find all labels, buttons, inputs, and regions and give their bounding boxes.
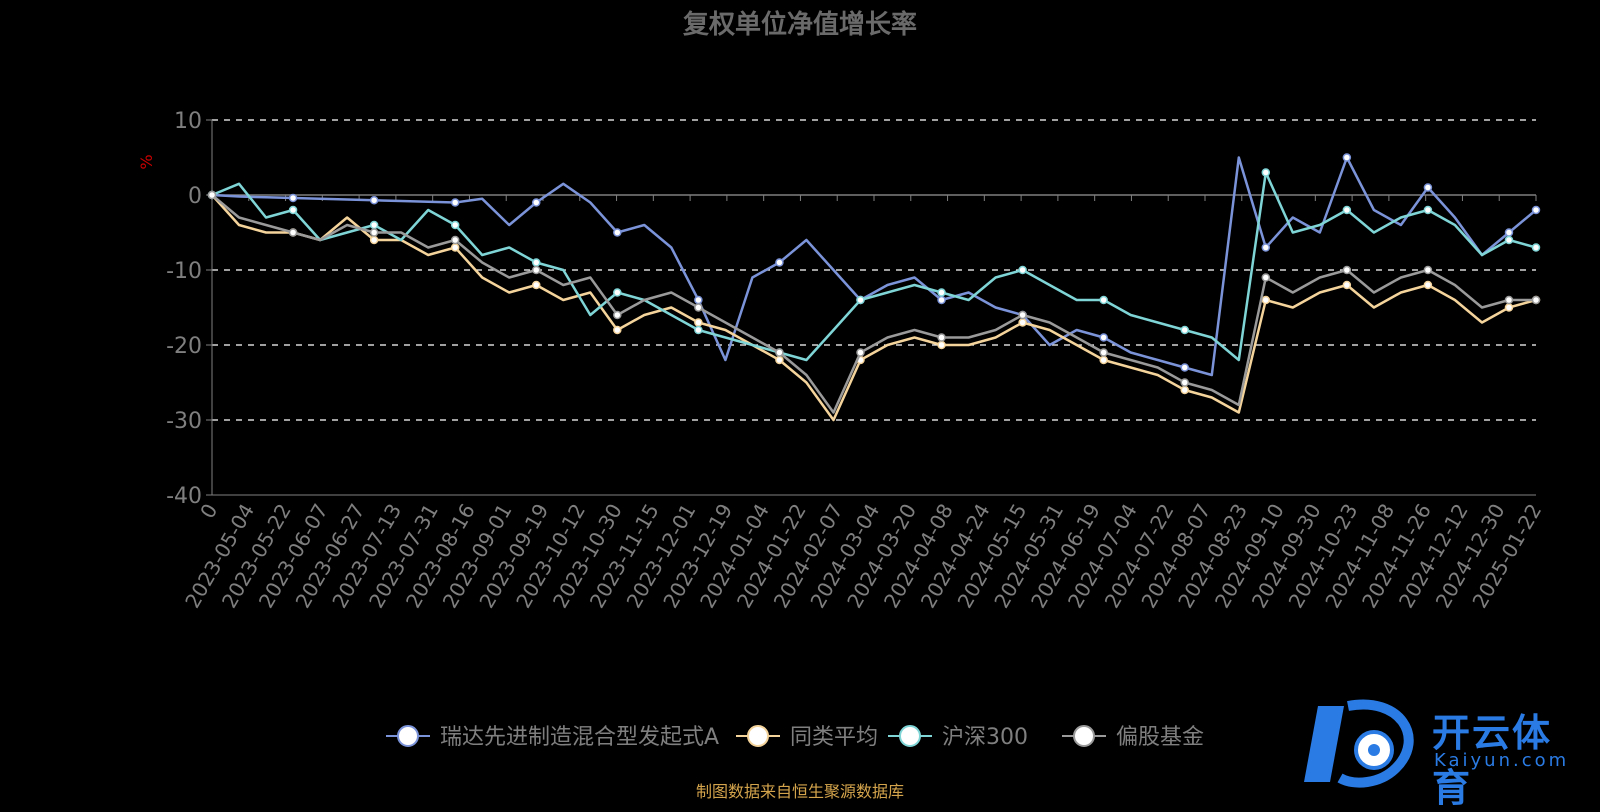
kaiyun-logo: 开云体育 Kaiyun.com <box>1300 698 1590 810</box>
legend-label: 偏股基金 <box>1116 725 1204 750</box>
series-point-2 <box>1018 265 1027 275</box>
series-point-3 <box>207 190 217 200</box>
series-point-1 <box>613 325 622 335</box>
series-line-2 <box>211 171 1537 362</box>
x-tick-label: 0 <box>195 500 222 523</box>
legend-swatch-marker <box>397 725 419 747</box>
series-point-3 <box>1504 295 1514 305</box>
series-point-1 <box>1423 280 1433 290</box>
series-point-2 <box>1504 235 1514 245</box>
series-point-3 <box>1423 265 1433 275</box>
series-line-1 <box>211 194 1537 422</box>
series-point-0 <box>1531 205 1541 215</box>
series-point-0 <box>775 258 784 267</box>
series-point-2 <box>1180 325 1189 335</box>
series-point-3 <box>1342 265 1352 275</box>
y-tick-label: -10 <box>166 259 202 284</box>
series-point-1 <box>450 243 460 252</box>
chart-title: 复权单位净值增长率 <box>682 10 917 40</box>
series-point-0 <box>369 196 379 205</box>
series-point-1 <box>775 355 784 365</box>
series-point-0 <box>1261 243 1271 252</box>
legend-swatch-marker <box>1073 725 1095 747</box>
series-point-0 <box>937 295 946 305</box>
series-point-3 <box>856 348 865 357</box>
data-source-note: 制图数据来自恒生聚源数据库 <box>695 782 904 801</box>
series-point-0 <box>1099 333 1108 342</box>
series-point-0 <box>288 193 298 203</box>
series-point-3 <box>613 310 622 320</box>
series-point-3 <box>775 348 784 357</box>
series-point-1 <box>1180 385 1189 395</box>
legend-label: 同类平均 <box>790 725 878 750</box>
series-point-1 <box>937 340 946 350</box>
series-point-2 <box>856 295 865 305</box>
series-point-2 <box>1423 205 1433 215</box>
series-point-1 <box>531 280 541 290</box>
series-point-3 <box>1261 273 1271 282</box>
series-point-0 <box>450 198 460 207</box>
series-point-2 <box>694 325 703 335</box>
series-point-2 <box>937 288 946 297</box>
series-point-3 <box>369 228 379 237</box>
y-tick-label: 10 <box>174 109 202 134</box>
series-point-3 <box>1099 348 1108 357</box>
series-point-3 <box>288 228 298 237</box>
series-point-1 <box>1099 355 1108 365</box>
series-point-1 <box>369 235 379 245</box>
series-line-3 <box>211 194 1536 414</box>
series-point-3 <box>694 303 703 312</box>
series-point-2 <box>1342 205 1352 215</box>
series-point-1 <box>1261 295 1271 305</box>
series-point-3 <box>1531 295 1541 305</box>
series-point-3 <box>937 333 946 342</box>
series-point-0 <box>1180 363 1189 372</box>
series-point-0 <box>531 198 541 207</box>
series-point-0 <box>1423 183 1433 192</box>
legend-label: 沪深300 <box>942 725 1028 750</box>
series-point-2 <box>1531 243 1541 252</box>
kaiyun-logo-url: Kaiyun.com <box>1434 750 1570 771</box>
series-point-1 <box>694 318 703 327</box>
y-axis-label: % <box>137 154 156 169</box>
series-point-0 <box>1342 153 1352 162</box>
series-point-2 <box>531 258 541 267</box>
series-point-3 <box>1180 378 1189 387</box>
series-line-0 <box>211 156 1537 377</box>
series-point-2 <box>613 288 622 297</box>
y-tick-label: -40 <box>166 484 202 509</box>
y-tick-label: -30 <box>166 409 202 434</box>
series-point-0 <box>1504 228 1514 237</box>
legend-swatch-marker <box>899 725 921 747</box>
series-point-0 <box>694 295 703 305</box>
series-point-0 <box>613 228 622 237</box>
series-point-2 <box>369 220 379 230</box>
series-point-1 <box>1342 280 1352 290</box>
series-point-2 <box>450 220 460 230</box>
series-point-3 <box>450 235 460 245</box>
series-point-2 <box>288 205 298 215</box>
line-chart: 100-10-20-30-40%02023-05-042023-05-22202… <box>137 109 1546 750</box>
series-point-1 <box>1504 303 1514 312</box>
legend-swatch-marker <box>747 725 769 747</box>
series-point-3 <box>1018 310 1027 320</box>
series-point-2 <box>1261 168 1271 177</box>
legend-label: 瑞达先进制造混合型发起式A <box>440 725 719 750</box>
series-point-2 <box>1099 295 1108 305</box>
series-point-1 <box>1018 318 1027 327</box>
y-tick-label: -20 <box>166 334 202 359</box>
series-point-3 <box>531 265 541 275</box>
y-tick-label: 0 <box>188 184 202 209</box>
kaiyun-emblem-icon <box>1304 699 1414 788</box>
